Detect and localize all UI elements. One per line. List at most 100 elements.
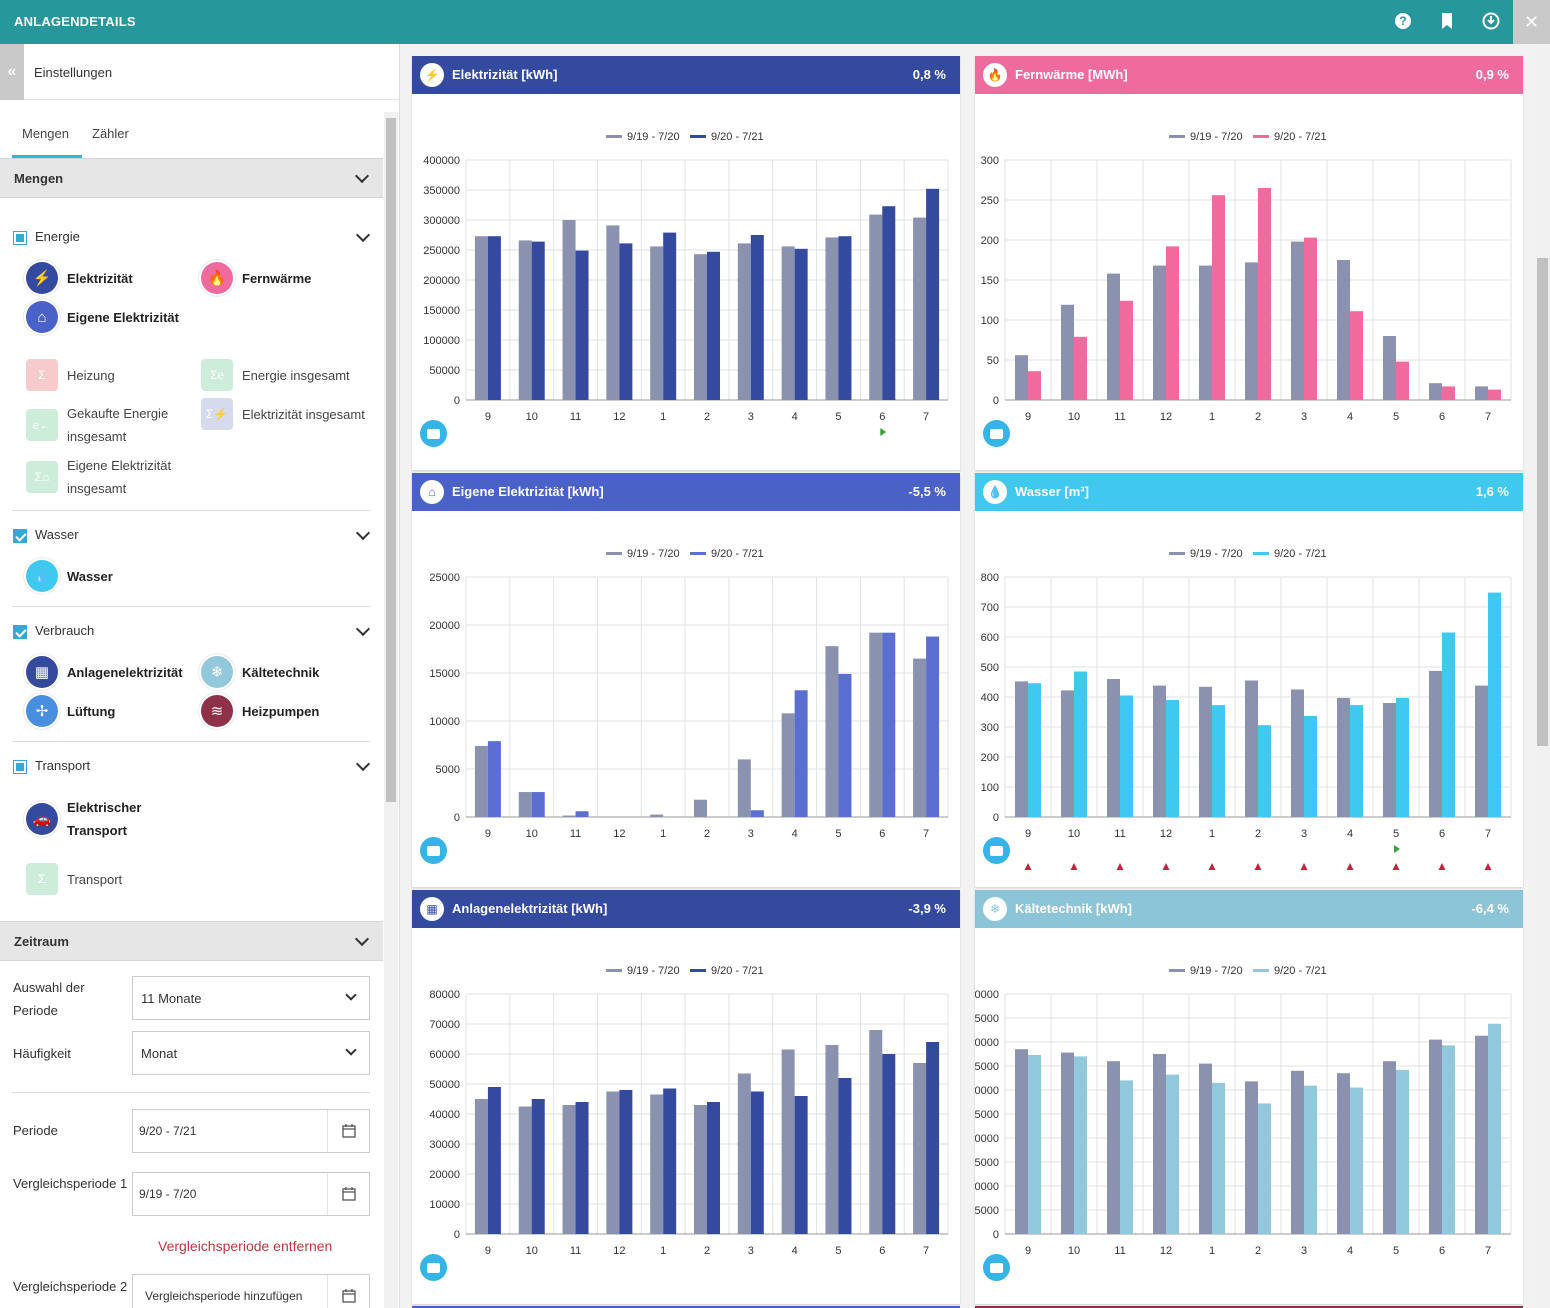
alert-marker	[1438, 863, 1446, 870]
quantity-elektrizitaet[interactable]: ⚡ Elektrizität	[26, 262, 133, 294]
period-date-field[interactable]: 9/20 - 7/21	[132, 1109, 370, 1153]
x-tick-label: 6	[1439, 828, 1445, 840]
quantity-transport[interactable]: Σ Transport	[26, 863, 122, 895]
calendar-icon[interactable]	[327, 1110, 369, 1152]
chart-bar	[606, 1091, 620, 1234]
next-card-edge	[975, 1306, 1523, 1308]
y-tick-label: 50	[987, 355, 999, 367]
chevron-down-icon[interactable]	[355, 227, 371, 243]
house-icon: ⌂	[26, 301, 58, 333]
chart-bar	[1212, 1082, 1225, 1234]
comment-icon[interactable]	[420, 1254, 447, 1281]
chevron-down-icon[interactable]	[355, 525, 371, 541]
fan-icon: ✢	[26, 695, 58, 727]
wasser-checkbox[interactable]	[13, 529, 27, 543]
frequency-select[interactable]: Monat	[132, 1031, 370, 1075]
alert-marker	[1300, 863, 1308, 870]
quantity-label: Heizung	[67, 367, 115, 383]
y-tick-label: 25000	[975, 1109, 999, 1121]
quantity-elektrizitaet-insgesamt[interactable]: Σ⚡ Elektrizität insgesamt	[201, 398, 365, 430]
quantity-anlagenelektrizitaet[interactable]: ▦ Anlagenelektrizität	[26, 656, 183, 688]
calendar-icon[interactable]	[327, 1173, 369, 1215]
comment-icon[interactable]	[983, 420, 1010, 447]
chart-bar	[1028, 1054, 1041, 1234]
download-icon[interactable]	[1480, 10, 1502, 32]
tab-zaehler[interactable]: Zähler	[92, 126, 129, 141]
x-tick-label: 11	[570, 1245, 581, 1257]
comment-icon[interactable]	[420, 837, 447, 864]
y-tick-label: 250000	[423, 245, 460, 257]
quantity-label: Elektrizität insgesamt	[242, 406, 365, 422]
section-zeitraum[interactable]: Zeitraum	[0, 921, 383, 961]
energie-checkbox[interactable]	[13, 231, 27, 245]
quantity-kaeltetechnik[interactable]: ❄ Kältetechnik	[201, 656, 319, 688]
chart-bar	[1107, 679, 1120, 817]
remove-compare-period-link[interactable]: Vergleichsperiode entfernen	[158, 1238, 333, 1254]
quantity-energie-insgesamt[interactable]: Σe Energie insgesamt	[201, 359, 350, 391]
x-tick-label: 3	[748, 828, 754, 840]
quantity-label: Elektrischer Transport	[67, 800, 142, 838]
alert-marker	[1070, 863, 1078, 870]
chart-bar	[781, 713, 795, 817]
quantity-heizpumpen[interactable]: ≋ Heizpumpen	[201, 695, 319, 727]
comment-icon[interactable]	[420, 420, 447, 447]
main-scrollbar-thumb[interactable]	[1537, 258, 1548, 746]
x-tick-label: 4	[1347, 411, 1353, 423]
chevron-down-icon[interactable]	[355, 621, 371, 637]
chevron-down-icon[interactable]	[355, 756, 371, 772]
quantity-lueftung[interactable]: ✢ Lüftung	[26, 695, 115, 727]
quantity-heizung[interactable]: Σ Heizung	[26, 359, 115, 391]
y-tick-label: 10000	[975, 1181, 999, 1193]
compare-period-1-field[interactable]: 9/19 - 7/20	[132, 1172, 370, 1216]
collapse-sidebar-icon[interactable]: «	[0, 44, 24, 100]
chart-bar	[1199, 1063, 1212, 1234]
quantity-fernwaerme[interactable]: 🔥 Fernwärme	[201, 262, 311, 294]
verbrauch-checkbox[interactable]	[13, 625, 27, 639]
x-tick-label: 10	[1068, 1245, 1080, 1257]
quantity-label: Transport	[67, 871, 123, 887]
period-select[interactable]: 11 Monate	[132, 976, 370, 1020]
building-electricity-icon: ▦	[26, 656, 58, 688]
quantity-label: Energie insgesamt	[242, 367, 350, 383]
help-icon[interactable]: ?	[1392, 10, 1414, 32]
close-icon[interactable]: ✕	[1513, 0, 1550, 44]
chevron-down-icon	[345, 989, 357, 1001]
main-scrollbar[interactable]	[1535, 44, 1550, 1308]
section-zeitraum-title: Zeitraum	[14, 934, 69, 949]
y-tick-label: 40000	[975, 1037, 999, 1049]
x-tick-label: 2	[1255, 1245, 1261, 1257]
x-tick-label: 11	[570, 828, 581, 840]
legend-label: 9/19 - 7/20	[627, 131, 680, 143]
y-tick-label: 200000	[423, 275, 460, 287]
quantity-wasser[interactable]: 💧 Wasser	[26, 560, 113, 592]
quantity-eigene-elektrizitaet-insgesamt[interactable]: Σ⌂ Eigene Elektrizität insgesamt	[26, 454, 186, 500]
chart-bar	[1028, 683, 1041, 817]
x-tick-label: 12	[613, 828, 625, 840]
chart-bar	[1291, 1070, 1304, 1234]
chart-title: Wasser [m³]	[1015, 484, 1089, 499]
chart-card-eigene-elektrizitaet: ⌂ Eigene Elektrizität [kWh] -5,5 % 9/19 …	[412, 473, 960, 887]
compare-period-2-field[interactable]: Vergleichsperiode hinzufügen	[132, 1274, 370, 1308]
section-mengen[interactable]: Mengen	[0, 158, 383, 198]
chart-bar	[1429, 1039, 1442, 1234]
quantity-gekaufte-energie[interactable]: e← Gekaufte Energie insgesamt	[26, 402, 186, 448]
legend-label: 9/19 - 7/20	[1190, 548, 1243, 560]
calendar-icon[interactable]	[327, 1275, 369, 1308]
chart-bar	[1350, 311, 1363, 400]
comment-icon[interactable]	[983, 1254, 1010, 1281]
sidebar-scrollbar-thumb[interactable]	[386, 118, 396, 802]
y-tick-label: 500	[981, 662, 999, 674]
vergleich2-label: Vergleichsperiode 2	[13, 1279, 128, 1294]
x-tick-label: 1	[1209, 828, 1215, 840]
quantity-elektrischer-transport[interactable]: 🚗 Elektrischer Transport	[26, 796, 186, 842]
chart-bar	[1061, 304, 1074, 400]
bookmark-icon[interactable]	[1436, 10, 1458, 32]
comment-icon[interactable]	[983, 837, 1010, 864]
y-tick-label: 100	[981, 782, 999, 794]
sidebar-scrollbar[interactable]	[384, 112, 398, 1308]
transport-checkbox[interactable]	[13, 760, 27, 774]
tab-mengen[interactable]: Mengen	[12, 122, 82, 158]
quantity-eigene-elektrizitaet[interactable]: ⌂ Eigene Elektrizität	[26, 301, 179, 333]
chevron-down-icon	[345, 1044, 357, 1056]
chart-bar	[882, 632, 896, 817]
